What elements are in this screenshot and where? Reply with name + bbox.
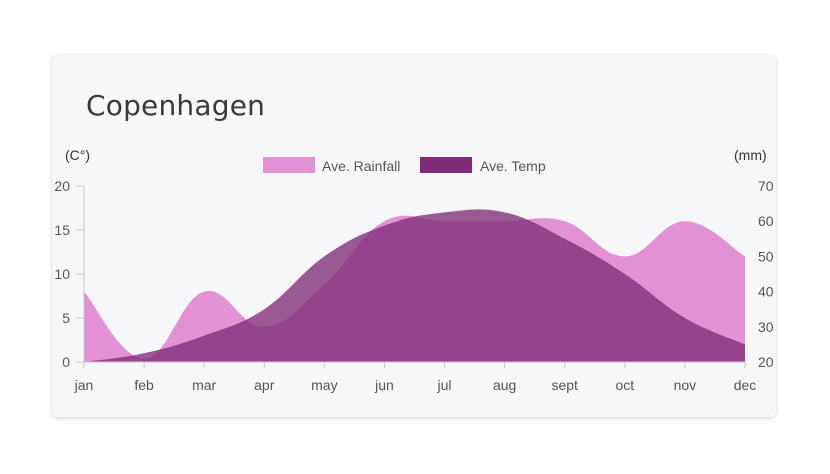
legend-label[interactable]: Ave. Rainfall <box>322 158 400 174</box>
y-right-tick-label: 30 <box>758 319 774 335</box>
x-tick-label: sept <box>551 377 578 393</box>
y-left-tick-label: 10 <box>54 266 70 282</box>
y-right-tick-label: 70 <box>758 178 774 194</box>
series-area-ave-temp <box>84 209 745 362</box>
x-tick-label: mar <box>192 377 216 393</box>
legend-swatch[interactable] <box>263 157 315 173</box>
x-tick-label: aug <box>493 377 516 393</box>
y-right-unit-label: (mm) <box>734 147 767 163</box>
x-tick-label: jan <box>74 377 94 393</box>
legend-swatch[interactable] <box>420 157 472 173</box>
x-tick-label: apr <box>254 377 275 393</box>
x-tick-label: oct <box>615 377 634 393</box>
legend-label[interactable]: Ave. Temp <box>480 158 546 174</box>
x-tick-label: nov <box>674 377 697 393</box>
y-left-tick-label: 15 <box>54 222 70 238</box>
y-right-tick-label: 50 <box>758 248 774 264</box>
x-tick-label: dec <box>734 377 757 393</box>
y-left-unit-label: (C°) <box>65 147 90 163</box>
y-left-tick-label: 0 <box>62 354 70 370</box>
x-tick-label: may <box>311 377 337 393</box>
y-right-tick-label: 40 <box>758 284 774 300</box>
x-tick-label: jul <box>437 377 452 393</box>
y-right-tick-label: 60 <box>758 213 774 229</box>
y-left-tick-label: 5 <box>62 310 70 326</box>
x-tick-label: jun <box>374 377 394 393</box>
y-left-tick-label: 20 <box>54 178 70 194</box>
chart-title: Copenhagen <box>86 89 266 122</box>
y-right-tick-label: 20 <box>758 354 774 370</box>
x-tick-label: feb <box>134 377 154 393</box>
